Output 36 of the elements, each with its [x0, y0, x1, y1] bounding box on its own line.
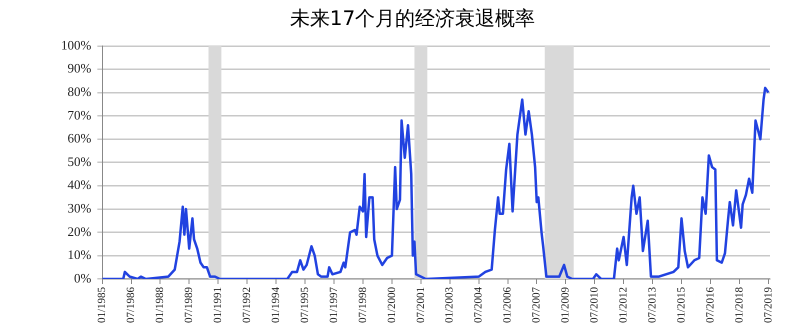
x-tick-label: 01/1994: [270, 286, 282, 324]
x-tick-label: 01/2003: [444, 286, 456, 324]
y-tick-label: 0%: [74, 270, 92, 286]
x-tick-label: 07/2007: [530, 286, 543, 324]
y-tick-label: 20%: [67, 224, 92, 239]
x-tick-label: 07/1989: [183, 286, 196, 324]
y-tick-label: 40%: [67, 177, 92, 192]
x-tick-label: 01/2009: [560, 286, 572, 324]
x-tick-label: 07/1995: [298, 286, 311, 324]
x-tick-label: 01/1985: [96, 286, 108, 324]
y-tick-label: 70%: [67, 107, 92, 122]
x-tick-label: 07/1986: [125, 286, 138, 324]
x-tick-label: 07/1998: [356, 286, 369, 324]
y-tick-label: 100%: [60, 37, 92, 52]
y-tick-label: 10%: [67, 247, 92, 262]
x-tick-label: 01/1991: [212, 286, 224, 324]
x-tick-label: 01/1997: [328, 286, 340, 324]
y-tick-label: 60%: [67, 130, 92, 146]
x-tick-label: 01/1988: [154, 286, 166, 324]
y-tick-label: 90%: [67, 60, 92, 76]
x-tick-label: 07/1992: [241, 286, 254, 324]
y-tick-label: 30%: [67, 200, 92, 216]
x-tick-label: 01/2018: [733, 286, 746, 324]
x-tick-label: 01/2012: [617, 286, 630, 324]
x-tick-label: 07/2010: [588, 286, 601, 324]
x-tick-label: 07/2004: [472, 286, 485, 324]
x-tick-label: 01/2015: [675, 286, 688, 324]
x-tick-label: 01/2006: [502, 286, 514, 324]
x-tick-label: 07/2013: [646, 286, 658, 324]
x-tick-label: 07/2019: [762, 286, 774, 324]
x-tick-label: 07/2001: [414, 286, 427, 324]
y-tick-label: 80%: [67, 84, 92, 100]
chart-title: 未来17个月的经济衰退概率: [290, 6, 536, 30]
x-tick-label: 07/2016: [704, 286, 716, 324]
y-tick-label: 50%: [67, 154, 92, 169]
x-tick-label: 01/2000: [386, 286, 398, 324]
